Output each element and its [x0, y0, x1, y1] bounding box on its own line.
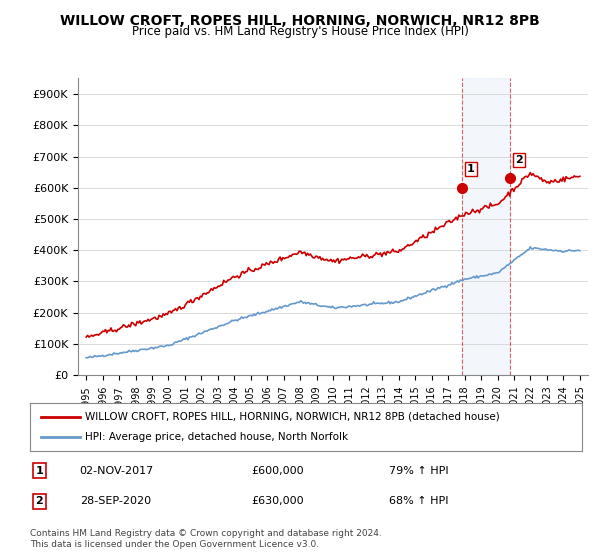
Text: WILLOW CROFT, ROPES HILL, HORNING, NORWICH, NR12 8PB: WILLOW CROFT, ROPES HILL, HORNING, NORWI…: [60, 14, 540, 28]
Text: 1: 1: [35, 465, 43, 475]
Text: £630,000: £630,000: [251, 497, 304, 506]
Text: HPI: Average price, detached house, North Norfolk: HPI: Average price, detached house, Nort…: [85, 432, 349, 442]
Text: £600,000: £600,000: [251, 465, 304, 475]
Text: WILLOW CROFT, ROPES HILL, HORNING, NORWICH, NR12 8PB (detached house): WILLOW CROFT, ROPES HILL, HORNING, NORWI…: [85, 412, 500, 422]
Text: 02-NOV-2017: 02-NOV-2017: [80, 465, 154, 475]
Text: 28-SEP-2020: 28-SEP-2020: [80, 497, 151, 506]
Text: 68% ↑ HPI: 68% ↑ HPI: [389, 497, 448, 506]
Text: 79% ↑ HPI: 79% ↑ HPI: [389, 465, 448, 475]
Text: 2: 2: [515, 155, 523, 165]
Text: Contains HM Land Registry data © Crown copyright and database right 2024.
This d: Contains HM Land Registry data © Crown c…: [30, 529, 382, 549]
Text: Price paid vs. HM Land Registry's House Price Index (HPI): Price paid vs. HM Land Registry's House …: [131, 25, 469, 38]
Text: 1: 1: [467, 164, 475, 174]
Bar: [462, 78, 510, 375]
Text: 2: 2: [35, 497, 43, 506]
